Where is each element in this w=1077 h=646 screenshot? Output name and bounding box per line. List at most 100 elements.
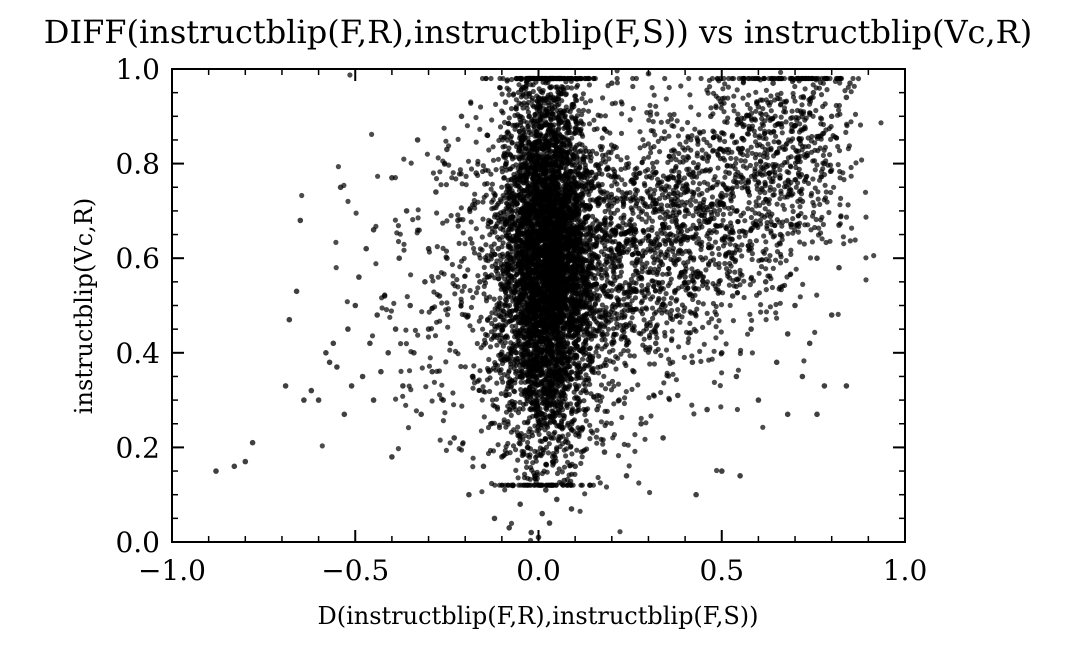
scatter-point — [569, 85, 575, 91]
scatter-point — [545, 186, 551, 192]
scatter-point — [552, 420, 558, 426]
scatter-point — [516, 82, 522, 88]
scatter-point — [510, 92, 516, 98]
scatter-point — [579, 96, 585, 102]
scatter-point — [580, 121, 586, 127]
scatter-point — [537, 438, 543, 444]
scatter-point — [538, 453, 544, 459]
scatter-point — [529, 400, 536, 406]
scatter-point — [510, 122, 516, 128]
scatter-point — [513, 144, 520, 150]
scatter-point — [549, 142, 555, 148]
scatter-point — [596, 353, 602, 359]
scatter-point — [530, 189, 536, 195]
scatter-point — [563, 104, 569, 110]
scatter-point — [559, 469, 565, 475]
scatter-point — [542, 176, 549, 183]
scatter-point — [499, 349, 505, 355]
scatter-point — [540, 79, 546, 85]
scatter-point — [528, 159, 535, 165]
scatter-point — [467, 236, 473, 242]
scatter-point — [480, 199, 486, 205]
scatter-point — [527, 482, 533, 488]
scatter-point — [523, 143, 529, 149]
scatter-point — [533, 132, 540, 138]
scatter-point — [574, 76, 580, 82]
scatter-point — [567, 188, 573, 195]
scatter-point — [532, 373, 538, 379]
scatter-point — [565, 334, 571, 340]
scatter-point — [481, 264, 487, 270]
scatter-point — [536, 431, 542, 437]
scatter-point — [488, 75, 494, 82]
scatter-point — [534, 355, 540, 361]
scatter-point — [550, 128, 556, 134]
scatter-point — [525, 184, 532, 190]
scatter-point — [554, 445, 560, 451]
scatter-point — [533, 397, 539, 403]
scatter-point — [539, 355, 546, 361]
scatter-point — [561, 413, 568, 419]
scatter-point — [510, 443, 517, 449]
scatter-point — [494, 406, 501, 412]
scatter-point — [521, 265, 527, 271]
scatter-point — [569, 451, 575, 457]
scatter-point — [530, 215, 536, 221]
scatter-point — [569, 225, 576, 231]
scatter-point — [535, 418, 541, 425]
scatter-point — [594, 427, 600, 433]
scatter-point — [506, 145, 512, 151]
scatter-point — [524, 105, 530, 111]
scatter-point — [552, 455, 558, 461]
scatter-point — [569, 101, 575, 108]
scatter-point — [542, 224, 548, 230]
scatter-point — [547, 168, 553, 174]
scatter-point — [504, 450, 510, 456]
scatter-point — [524, 464, 530, 470]
scatter-point — [552, 75, 559, 82]
scatter-point — [538, 120, 545, 126]
scatter-point — [512, 112, 518, 119]
scatter-point — [514, 201, 520, 207]
scatter-point — [545, 450, 552, 456]
scatter-point — [508, 176, 515, 182]
scatter-point — [550, 482, 556, 488]
scatter-point — [565, 138, 571, 144]
scatter-point — [538, 97, 545, 103]
scatter-point — [533, 413, 540, 419]
scatter-point — [521, 173, 528, 179]
scatter-point — [561, 447, 567, 453]
scatter-point — [465, 158, 472, 164]
scatter-point — [520, 105, 526, 111]
scatter-point — [548, 155, 554, 161]
scatter-point — [600, 95, 606, 101]
scatter-point — [521, 342, 527, 348]
scatter-point — [489, 117, 495, 123]
scatter-point — [579, 111, 585, 118]
scatter-point — [591, 126, 597, 133]
scatter-point — [529, 433, 536, 439]
scatter-point — [511, 220, 518, 226]
scatter-point — [511, 328, 518, 334]
scatter-point — [573, 84, 580, 90]
scatter-point — [550, 124, 556, 130]
scatter-point — [539, 338, 546, 344]
scatter-point — [543, 444, 550, 450]
scatter-point — [518, 142, 524, 148]
scatter-point — [524, 420, 531, 426]
scatter-point — [515, 410, 522, 416]
scatter-point — [517, 174, 523, 180]
scatter-point — [568, 443, 574, 449]
points-layer — [213, 68, 884, 544]
scatter-point — [495, 156, 501, 162]
scatter-point — [518, 191, 524, 197]
scatter-point — [599, 171, 605, 177]
scatter-point — [519, 75, 525, 82]
scatter-point — [563, 175, 569, 181]
scatter-point — [544, 150, 550, 156]
scatter-point — [522, 433, 528, 439]
scatter-point — [576, 149, 582, 155]
scatter-point — [513, 75, 519, 82]
scatter-point — [545, 424, 551, 430]
scatter-point — [543, 133, 549, 140]
